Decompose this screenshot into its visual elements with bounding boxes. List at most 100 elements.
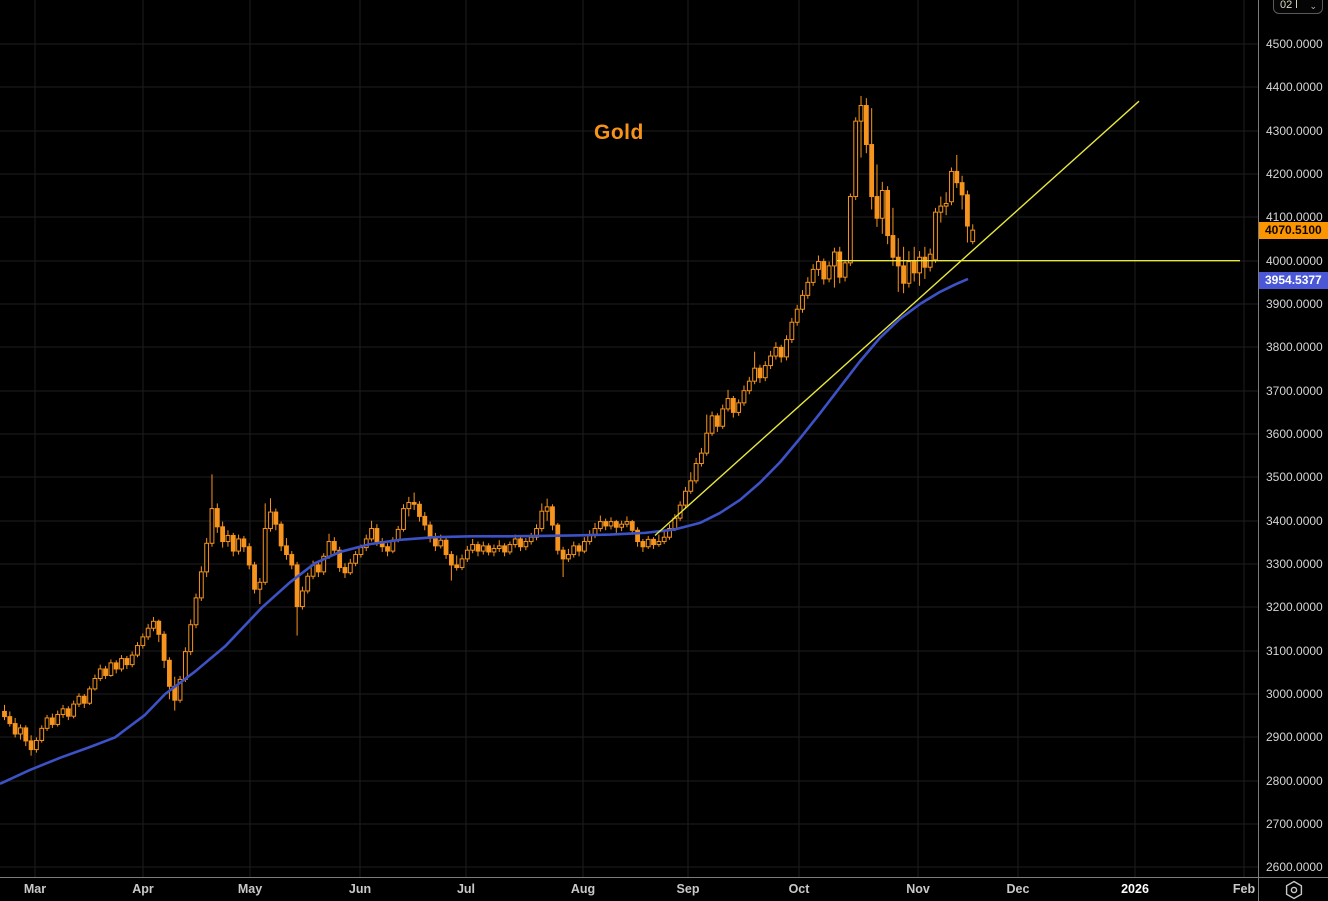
candle-body <box>305 575 311 592</box>
candle-body <box>906 261 912 284</box>
time-axis-label: 2026 <box>1121 882 1149 896</box>
price-axis-label: 3500.0000 <box>1266 470 1323 485</box>
candle-body <box>448 554 454 566</box>
candle-body <box>794 308 800 323</box>
candle-body <box>214 508 220 528</box>
candle-body <box>885 189 891 237</box>
candle-body <box>624 521 630 525</box>
candle-body <box>278 523 284 547</box>
axis-settings-corner[interactable] <box>1259 878 1328 901</box>
candle-body <box>491 547 497 553</box>
candle-body <box>81 695 87 704</box>
candle-body <box>741 390 747 404</box>
price-axis-label: 3100.0000 <box>1266 643 1323 658</box>
time-axis[interactable]: Mar Apr May Jun Jul Aug Sep Oct Nov Dec 2026 Feb <box>0 878 1258 901</box>
candle-body <box>353 554 359 564</box>
candle-body <box>7 716 13 725</box>
candle-body <box>730 398 736 413</box>
candle-body <box>555 524 561 551</box>
price-axis-label: 2600.0000 <box>1266 860 1323 875</box>
price-axis[interactable]: 02 l ⌄ 4070.5100 3954.5377 4500.0000 4400… <box>1259 0 1328 877</box>
candle-body <box>869 144 875 198</box>
candle-body <box>236 538 241 552</box>
candle-body <box>640 541 646 548</box>
candle-body <box>773 346 779 357</box>
candle-body <box>837 251 843 278</box>
candle-body <box>454 564 460 569</box>
candle-body <box>12 723 18 735</box>
candle-body <box>651 538 656 546</box>
candle-body <box>315 564 321 573</box>
candle-body <box>629 521 635 531</box>
candle-body <box>459 558 465 569</box>
candle-body <box>438 539 444 547</box>
candle-body <box>470 544 476 551</box>
time-axis-label: May <box>237 882 263 896</box>
time-axis-label: Jul <box>456 882 476 896</box>
candle-body <box>688 480 694 492</box>
chevron-down-icon: ⌄ <box>1309 1 1317 11</box>
candle-body <box>933 211 938 261</box>
candle-body <box>762 365 768 379</box>
candle-body <box>645 538 651 548</box>
price-axis-label: 4400.0000 <box>1266 80 1323 95</box>
candle-body <box>113 662 119 670</box>
candle-body <box>443 539 449 556</box>
candle-body <box>182 651 188 680</box>
candle-body <box>49 717 55 725</box>
candle-body <box>300 590 305 608</box>
candle-body <box>337 549 343 569</box>
price-axis-separator <box>1258 0 1259 901</box>
price-axis-label: 3000.0000 <box>1266 687 1323 702</box>
ma-value-badge: 3954.5377 <box>1259 271 1328 289</box>
price-axis-label: 4500.0000 <box>1266 36 1323 51</box>
candle-body <box>193 597 199 626</box>
candle-body <box>938 205 944 213</box>
candle-body <box>135 645 140 656</box>
candle-body <box>363 538 369 549</box>
candle-body <box>890 235 896 258</box>
time-axis-label: Aug <box>570 882 596 896</box>
candle-body <box>422 515 428 526</box>
settings-icon[interactable] <box>1283 879 1305 901</box>
candle-body <box>895 256 901 267</box>
candle-body <box>225 534 231 543</box>
candle-body <box>347 562 353 574</box>
candle-body <box>119 658 124 670</box>
candle-body <box>502 545 507 553</box>
candle-body <box>699 452 704 465</box>
price-axis-label: 4300.0000 <box>1266 123 1323 138</box>
candle-body <box>145 627 151 638</box>
candle-body <box>576 545 582 552</box>
price-axis-label: 4000.0000 <box>1266 253 1323 268</box>
candle-body <box>374 528 380 543</box>
candle-body <box>246 546 252 566</box>
candle-body <box>581 541 587 552</box>
time-axis-label: Nov <box>906 882 930 896</box>
candle-body <box>544 506 550 512</box>
candle-body <box>71 703 77 717</box>
price-axis-label: 2900.0000 <box>1266 730 1323 745</box>
candlestick-chart[interactable] <box>0 0 1258 877</box>
candle-body <box>262 528 268 583</box>
time-axis-label: Oct <box>788 882 810 896</box>
timeframe-dropdown[interactable]: 02 l ⌄ <box>1273 0 1323 14</box>
candle-body <box>752 367 758 382</box>
candle-body <box>55 713 61 725</box>
candle-body <box>230 534 236 552</box>
candle-body <box>603 521 609 527</box>
candle-body <box>954 170 960 184</box>
candle-body <box>486 545 492 553</box>
candle-body <box>757 367 763 379</box>
candle-body <box>778 346 784 358</box>
candle-body <box>911 261 917 274</box>
candle-body <box>198 571 204 599</box>
chart-pane[interactable]: Gold <box>0 0 1258 877</box>
price-axis-label: 2800.0000 <box>1266 773 1323 788</box>
candle-body <box>76 695 82 705</box>
candle-body <box>289 554 295 566</box>
candle-body <box>92 677 98 690</box>
candle-body <box>220 526 226 543</box>
last-price-badge: 4070.5100 <box>1259 221 1328 239</box>
candle-body <box>768 355 773 367</box>
